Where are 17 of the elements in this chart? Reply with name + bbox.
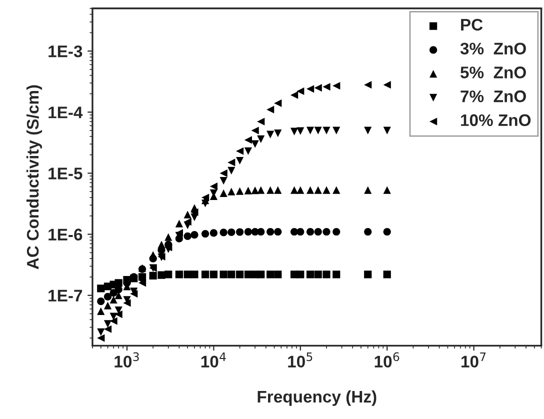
legend-label: 5% ZnO xyxy=(460,66,526,78)
y-tick-label: 1E-3 xyxy=(48,45,82,58)
y-tick-label: 1E-4 xyxy=(48,106,83,118)
x-tick-label: 10$^{4}$ xyxy=(201,352,226,368)
x-tick-label: 10$^{5}$ xyxy=(288,352,312,368)
legend-label: 3% ZnO xyxy=(460,42,526,55)
x-axis-title: Frequency (Hz) xyxy=(258,390,376,406)
x-tick-label: 10$^{3}$ xyxy=(114,352,139,368)
y-tick-label: 1E-6 xyxy=(48,228,82,240)
x-tick-label: 10$^{7}$ xyxy=(462,352,486,368)
legend-label: 7% ZnO xyxy=(460,90,526,102)
legend-label: 10% ZnO xyxy=(461,114,531,126)
y-axis-title: AC Conductivity (S/cm) xyxy=(26,85,42,270)
x-tick-label: 10$^{6}$ xyxy=(374,352,400,368)
y-tick-label: 1E-5 xyxy=(48,168,82,180)
legend-label: PC xyxy=(461,18,483,31)
y-tick-label: 1E-7 xyxy=(48,290,82,302)
